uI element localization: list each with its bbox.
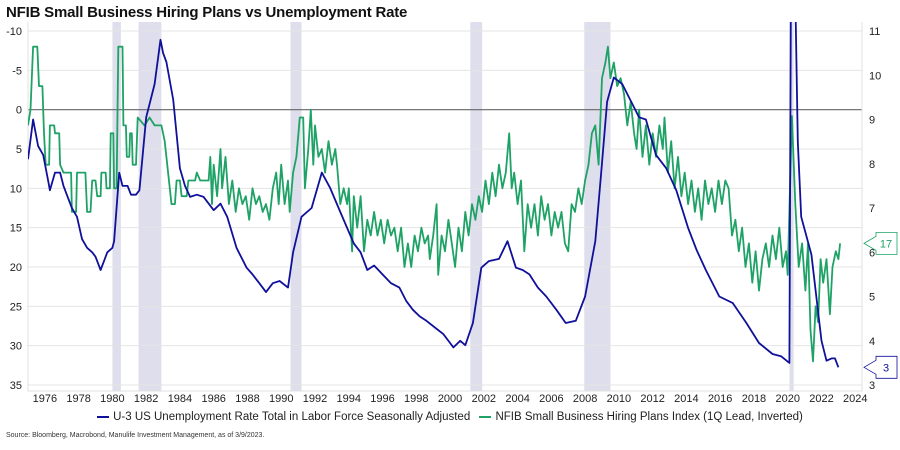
right-axis-tick-label: 10 xyxy=(869,70,881,82)
right-axis-tick-label: 6 xyxy=(869,247,875,259)
x-axis-tick-label: 2006 xyxy=(539,393,563,405)
x-axis-tick-label: 2024 xyxy=(843,393,867,405)
legend-item-nfib: NFIB Small Business Hiring Plans Index (… xyxy=(479,411,803,423)
left-axis-tick-label: 25 xyxy=(10,301,22,313)
x-axis-tick-label: 1994 xyxy=(337,393,361,405)
nfib-line xyxy=(28,45,841,363)
x-axis-tick-label: 2020 xyxy=(775,393,799,405)
legend-item-unemployment: U-3 US Unemployment Rate Total in Labor … xyxy=(97,411,470,423)
x-axis-tick-label: 1982 xyxy=(134,393,158,405)
unemployment-last-value-callout xyxy=(863,355,898,379)
x-axis-tick-label: 2008 xyxy=(573,393,597,405)
left-axis-tick-label: 30 xyxy=(10,341,22,353)
x-axis-tick-label: 1986 xyxy=(201,393,225,405)
unemployment-line xyxy=(28,22,840,368)
left-axis-tick-label: -5 xyxy=(12,65,22,77)
x-axis-tick-label: 1988 xyxy=(235,393,259,405)
recession-band xyxy=(138,22,162,391)
nfib-last-value: 17 xyxy=(880,238,892,250)
x-axis-tick-label: 1976 xyxy=(33,393,57,405)
x-axis-tick-label: 1990 xyxy=(269,393,293,405)
x-axis-tick-label: 2004 xyxy=(505,393,529,405)
left-axis-tick-label: 35 xyxy=(10,380,22,392)
left-axis-tick-label: 20 xyxy=(10,262,22,274)
x-axis-tick-label: 2002 xyxy=(472,393,496,405)
source-note: Source: Bloomberg, Macrobond, Manulife I… xyxy=(6,432,265,439)
unemployment-last-value: 3 xyxy=(883,362,889,374)
legend-swatch-unemployment xyxy=(97,415,110,418)
right-axis-tick-label: 9 xyxy=(869,115,875,127)
legend-label-nfib: NFIB Small Business Hiring Plans Index (… xyxy=(495,411,803,423)
x-axis-tick-label: 2018 xyxy=(742,393,766,405)
left-axis-tick-label: 0 xyxy=(16,105,22,117)
right-axis-tick-label: 7 xyxy=(869,203,875,215)
right-axis-tick-label: 8 xyxy=(869,159,875,171)
right-axis-tick-label: 11 xyxy=(869,26,880,38)
x-axis-tick-label: 2000 xyxy=(438,393,462,405)
nfib-last-value-callout xyxy=(863,232,898,255)
x-axis-tick-label: 2010 xyxy=(607,393,631,405)
legend: U-3 US Unemployment Rate Total in Labor … xyxy=(0,411,900,423)
right-axis-tick-label: 4 xyxy=(869,336,875,348)
recession-band xyxy=(789,22,794,391)
recession-band xyxy=(584,22,611,391)
left-axis-tick-label: -10 xyxy=(6,26,22,38)
x-axis-tick-label: 1980 xyxy=(100,393,124,405)
left-axis-tick-label: 15 xyxy=(10,223,22,235)
x-axis-tick-label: 2022 xyxy=(809,393,833,405)
x-axis-tick-label: 2014 xyxy=(674,393,698,405)
x-axis-tick-label: 2016 xyxy=(708,393,732,405)
chart-title: NFIB Small Business Hiring Plans vs Unem… xyxy=(6,4,408,21)
x-axis-tick-label: 1998 xyxy=(404,393,428,405)
left-axis-tick-label: 10 xyxy=(10,183,22,195)
left-axis-tick-label: 5 xyxy=(16,144,22,156)
x-axis-tick-label: 1996 xyxy=(370,393,394,405)
recession-band xyxy=(470,22,483,391)
x-axis-tick-label: 1992 xyxy=(303,393,327,405)
right-axis-tick-label: 3 xyxy=(869,380,875,392)
recession-band xyxy=(290,22,302,391)
x-axis-tick-label: 2012 xyxy=(640,393,664,405)
x-axis-tick-label: 1984 xyxy=(168,393,192,405)
right-axis-tick-label: 5 xyxy=(869,292,875,304)
x-axis-tick-label: 1978 xyxy=(66,393,90,405)
legend-label-unemployment: U-3 US Unemployment Rate Total in Labor … xyxy=(113,411,471,423)
legend-swatch-nfib xyxy=(479,415,492,418)
